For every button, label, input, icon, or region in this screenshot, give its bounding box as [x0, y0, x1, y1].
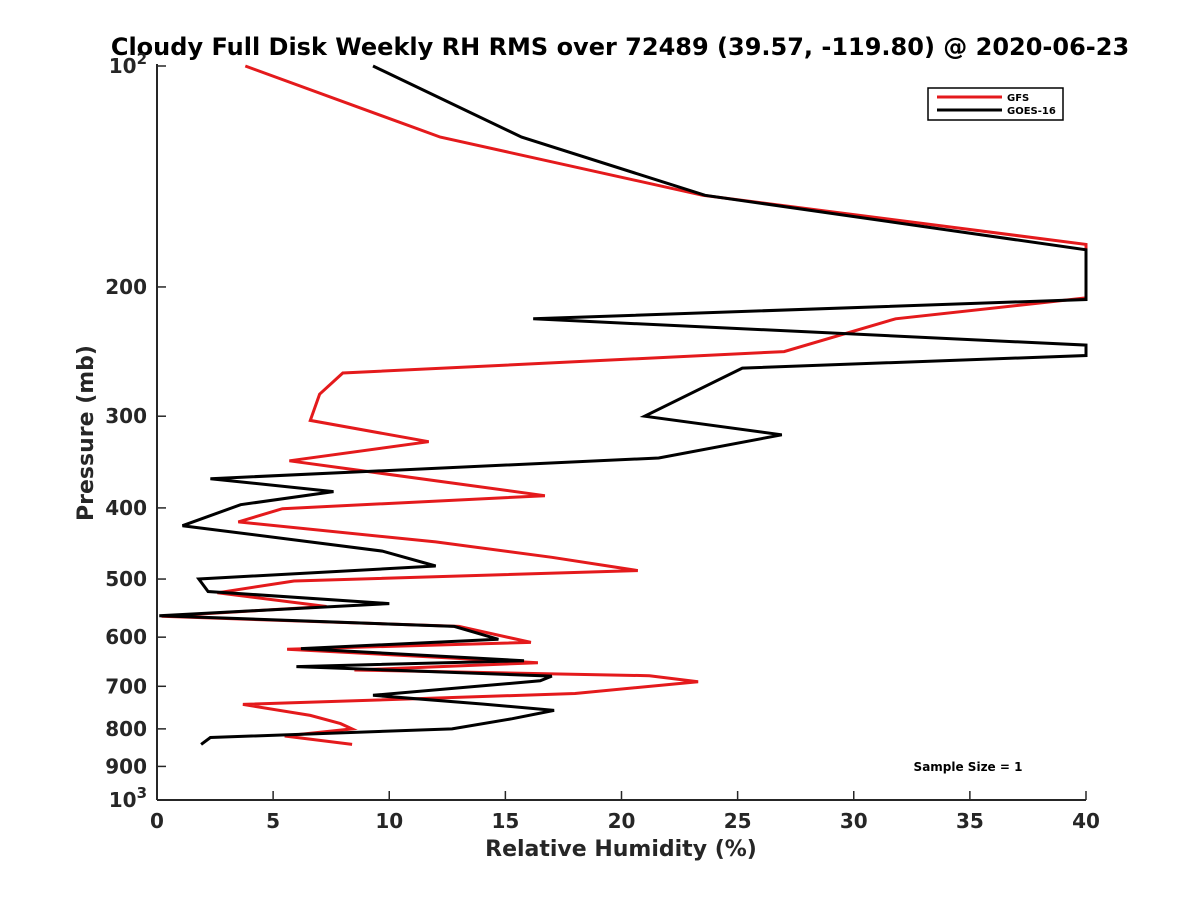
x-tick-label: 35: [956, 809, 984, 833]
legend-label-gfs: GFS: [1007, 93, 1029, 104]
chart-title: Cloudy Full Disk Weekly RH RMS over 7248…: [111, 33, 1129, 61]
x-axis-label: Relative Humidity (%): [485, 837, 757, 862]
x-tick-label: 40: [1072, 809, 1100, 833]
x-tick-label: 10: [375, 809, 403, 833]
legend-label-goes-16: GOES-16: [1007, 106, 1056, 117]
legend-box: [927, 87, 1064, 121]
x-tick-label: 5: [266, 809, 280, 833]
series-line-gfs: [161, 64, 1088, 746]
x-tick-label: 25: [724, 809, 752, 833]
series-line-goes-16: [159, 64, 1088, 746]
legend: GFS GOES-16: [927, 87, 1064, 121]
x-tick-label: 15: [491, 809, 519, 833]
y-tick-label: 300: [105, 404, 147, 428]
y-tick-label: 200: [105, 275, 147, 299]
series-layer: [159, 64, 1088, 746]
x-tick-label: 20: [608, 809, 636, 833]
y-tick-label: 800: [105, 717, 147, 741]
y-tick-label: 600: [105, 625, 147, 649]
y-tick-label: 700: [105, 674, 147, 698]
x-tick-label: 0: [150, 809, 164, 833]
y-tick-label: 900: [105, 754, 147, 778]
y-tick-label: 500: [105, 567, 147, 591]
y-tick-label: 103: [109, 784, 147, 812]
y-tick-label: 102: [109, 50, 147, 78]
y-tick-label: 400: [105, 496, 147, 520]
y-axis-label: Pressure (mb): [74, 345, 99, 521]
x-tick-label: 30: [840, 809, 868, 833]
sample-size-annotation: Sample Size = 1: [914, 760, 1023, 774]
axes-layer: 0 5 10 15 20 25 30 35 40 102 200 300 400 500 600 700 800…: [105, 50, 1100, 833]
